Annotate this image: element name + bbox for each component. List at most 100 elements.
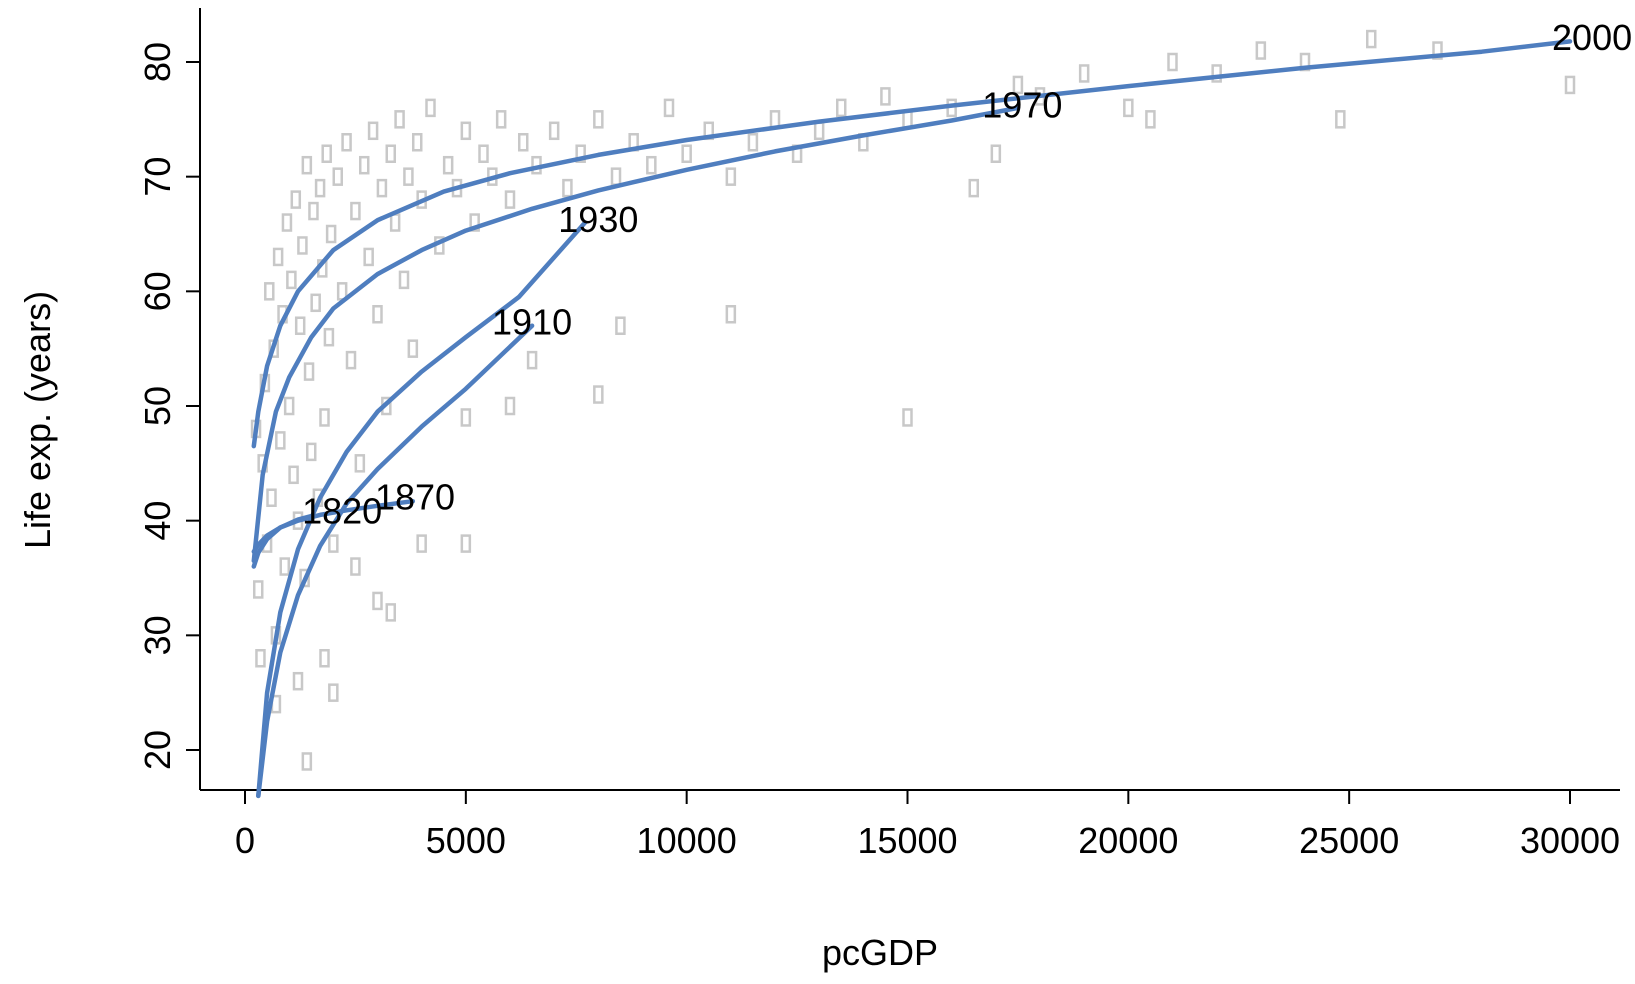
data-point: [316, 180, 324, 196]
x-tick-label: 25000: [1299, 820, 1399, 861]
data-point: [312, 295, 320, 311]
data-point: [334, 169, 342, 185]
data-point: [347, 352, 355, 368]
data-point: [1566, 77, 1574, 93]
data-point: [329, 536, 337, 552]
data-point: [409, 341, 417, 357]
series-label-2000: 2000: [1552, 17, 1632, 58]
data-point: [594, 111, 602, 127]
data-point: [462, 123, 470, 139]
data-point: [1336, 111, 1344, 127]
data-point: [265, 283, 273, 299]
data-point: [274, 249, 282, 265]
data-point: [418, 536, 426, 552]
data-point: [325, 329, 333, 345]
x-axis-label: pcGDP: [822, 932, 938, 973]
data-point: [329, 685, 337, 701]
data-point: [327, 226, 335, 242]
data-point: [480, 146, 488, 162]
data-point: [356, 455, 364, 471]
data-point: [749, 134, 757, 150]
data-point: [727, 169, 735, 185]
data-point: [305, 364, 313, 380]
data-point: [1146, 111, 1154, 127]
data-point: [281, 559, 289, 575]
data-point: [365, 249, 373, 265]
data-point: [374, 306, 382, 322]
data-point: [837, 100, 845, 116]
data-point: [1169, 54, 1177, 70]
data-point: [462, 536, 470, 552]
data-point: [369, 123, 377, 139]
data-point: [1367, 31, 1375, 47]
x-tick-label: 15000: [857, 820, 957, 861]
data-point: [771, 111, 779, 127]
data-point: [647, 157, 655, 173]
series-curve-2000: [254, 41, 1570, 446]
data-point: [296, 318, 304, 334]
x-tick-label: 0: [235, 820, 255, 861]
data-point: [528, 352, 536, 368]
data-point: [283, 215, 291, 231]
data-point: [254, 581, 262, 597]
x-tick-label: 5000: [426, 820, 506, 861]
series-label-1820: 1820: [302, 490, 382, 531]
y-tick-label: 50: [137, 386, 178, 426]
y-tick-label: 30: [137, 615, 178, 655]
data-point: [351, 203, 359, 219]
data-point: [1124, 100, 1132, 116]
series-label-1930: 1930: [558, 199, 638, 240]
data-point: [413, 134, 421, 150]
data-point: [391, 215, 399, 231]
data-point: [904, 111, 912, 127]
data-point: [387, 604, 395, 620]
data-point: [268, 490, 276, 506]
data-point: [404, 169, 412, 185]
data-point: [292, 192, 300, 208]
data-point: [881, 88, 889, 104]
y-tick-label: 40: [137, 501, 178, 541]
data-point: [815, 123, 823, 139]
data-point: [374, 593, 382, 609]
data-point: [497, 111, 505, 127]
data-point: [727, 306, 735, 322]
y-tick-label: 80: [137, 42, 178, 82]
y-axis-label: Life exp. (years): [17, 291, 58, 549]
series-label-1910: 1910: [492, 301, 572, 342]
data-point: [506, 192, 514, 208]
data-point: [303, 753, 311, 769]
data-point: [519, 134, 527, 150]
series-label-1970: 1970: [982, 85, 1062, 126]
data-point: [1080, 65, 1088, 81]
data-point: [612, 169, 620, 185]
data-point: [904, 409, 912, 425]
x-tick-label: 10000: [637, 820, 737, 861]
y-tick-label: 20: [137, 730, 178, 770]
x-tick-label: 20000: [1078, 820, 1178, 861]
data-point: [396, 111, 404, 127]
data-point: [616, 318, 624, 334]
data-point: [387, 146, 395, 162]
data-point: [563, 180, 571, 196]
data-point: [276, 432, 284, 448]
data-point: [321, 650, 329, 666]
data-point: [665, 100, 673, 116]
data-point: [321, 409, 329, 425]
data-point: [427, 100, 435, 116]
data-point: [378, 180, 386, 196]
data-point: [351, 559, 359, 575]
data-point: [1257, 43, 1265, 59]
data-point: [256, 650, 264, 666]
data-point: [285, 398, 293, 414]
data-point: [309, 203, 317, 219]
data-point: [462, 409, 470, 425]
data-point: [290, 467, 298, 483]
y-tick-label: 60: [137, 271, 178, 311]
data-point: [303, 157, 311, 173]
data-point: [683, 146, 691, 162]
data-point: [970, 180, 978, 196]
data-point: [444, 157, 452, 173]
data-point: [307, 444, 315, 460]
